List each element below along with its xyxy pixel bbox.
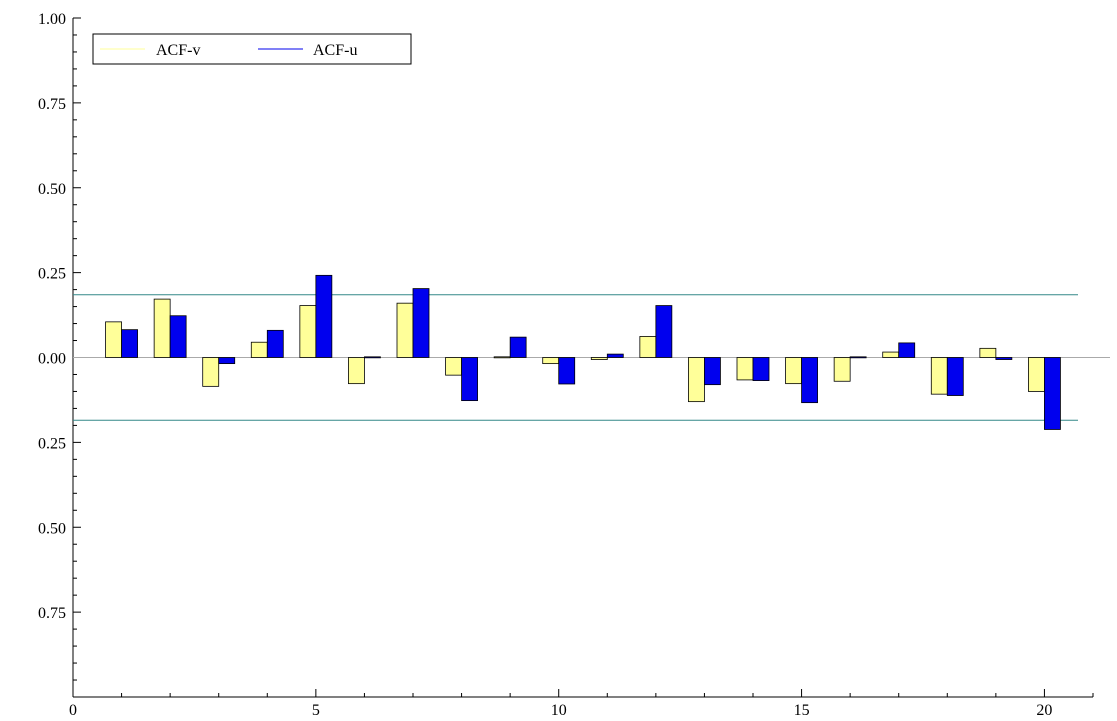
y-tick-label: 0.75	[38, 96, 66, 113]
legend-label-acf-u: ACF-u	[313, 42, 357, 59]
y-tick-label: 1.00	[38, 11, 66, 28]
x-tick-label: 5	[312, 702, 320, 719]
bar-acf-v	[493, 356, 511, 359]
y-tick-label: 0.50	[38, 520, 66, 537]
y-tick-label: 0.25	[38, 435, 66, 452]
bar-acf-v	[930, 357, 948, 395]
bar-acf-v	[590, 357, 608, 360]
bar-acf-u	[412, 288, 430, 358]
legend: ACF-v ACF-u	[92, 33, 412, 65]
bar-acf-u	[121, 329, 138, 358]
bar-acf-u	[995, 357, 1013, 360]
bar-acf-v	[639, 336, 657, 358]
bar-acf-v	[785, 357, 802, 385]
bar-acf-v	[979, 347, 997, 358]
bar-acf-v	[882, 351, 900, 358]
x-tick-label: 20	[1036, 702, 1052, 719]
y-tick-label: 0.50	[38, 181, 66, 198]
bars	[105, 274, 1061, 430]
x-tick-label: 10	[551, 702, 567, 719]
bar-acf-v	[348, 357, 365, 385]
bar-acf-v	[396, 302, 414, 358]
tick-labels: 1.00 0.75 0.50 0.25 0.00 0.25 0.50 0.75 0 5 10 15 20	[38, 11, 1052, 719]
bar-acf-u	[655, 305, 673, 358]
bar-acf-v	[688, 357, 705, 403]
bar-acf-u	[898, 342, 916, 358]
bar-acf-u	[315, 274, 333, 358]
bar-acf-v	[542, 357, 560, 365]
legend-box	[92, 33, 412, 65]
x-tick-label: 15	[794, 702, 810, 719]
bar-acf-v	[250, 341, 268, 358]
bar-acf-v	[153, 298, 171, 358]
x-tick-label: 0	[69, 702, 77, 719]
bar-acf-v	[202, 357, 220, 387]
bar-acf-u	[1044, 357, 1061, 430]
y-tick-label: 0.00	[38, 351, 66, 368]
bar-acf-v	[736, 357, 754, 381]
bar-acf-u	[509, 336, 527, 358]
bar-acf-u	[558, 357, 576, 385]
bar-acf-u	[218, 357, 236, 365]
legend-label-acf-v: ACF-v	[156, 42, 200, 59]
bar-acf-u	[946, 357, 964, 396]
bar-acf-v	[1028, 357, 1045, 392]
y-tick-label: 0.75	[38, 605, 66, 622]
bar-acf-v	[445, 357, 462, 376]
bar-acf-u	[704, 357, 721, 386]
bar-acf-u	[849, 356, 867, 359]
bar-acf-u	[606, 353, 624, 358]
bar-acf-v	[105, 321, 122, 358]
bar-acf-u	[364, 356, 381, 359]
bar-acf-u	[801, 357, 818, 404]
bar-acf-u	[266, 329, 284, 358]
bar-acf-v	[833, 357, 851, 382]
bar-acf-v	[299, 305, 317, 358]
y-tick-label: 0.25	[38, 266, 66, 283]
bar-acf-u	[169, 315, 187, 358]
bar-acf-u	[752, 357, 770, 381]
bar-acf-u	[461, 357, 478, 402]
